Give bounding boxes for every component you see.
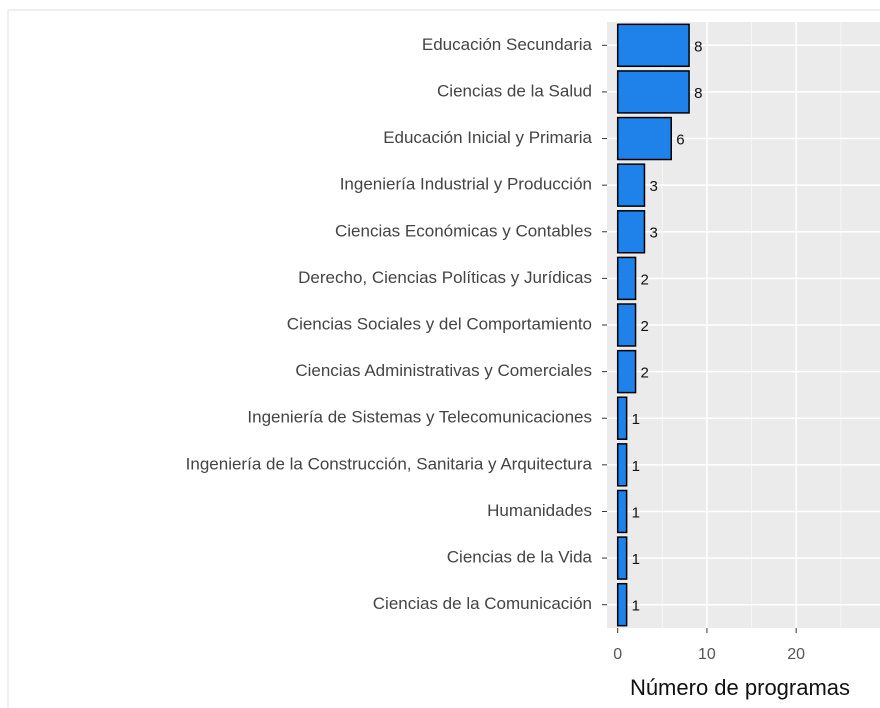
bar [616,536,628,580]
y-tick-label: Ciencias de la Comunicación [373,594,592,613]
bar [616,582,628,627]
value-label: 2 [641,365,649,382]
bar [616,396,628,440]
x-tick-label: 20 [787,646,805,663]
value-label: 1 [632,504,640,521]
bar [616,163,646,207]
bar [616,23,690,68]
bar [616,303,637,347]
value-label: 2 [641,318,649,335]
value-label: 6 [676,132,684,149]
y-tick-label: Ciencias de la Vida [447,548,593,567]
frame [7,9,880,708]
value-label: 3 [649,178,657,195]
value-label: 1 [632,411,640,428]
bar [616,210,646,254]
y-tick-label: Ciencias Sociales y del Comportamiento [287,314,592,333]
bar [616,489,628,534]
bar [616,349,637,394]
value-label: 1 [632,598,640,615]
x-axis-title: Número de programas [630,675,850,700]
y-tick-label: Ciencias de la Salud [437,81,592,100]
value-label: 8 [694,85,702,102]
y-tick-label: Ingeniería Industrial y Producción [340,175,592,194]
value-label: 1 [632,458,640,475]
bar [616,443,628,487]
bar [616,116,672,161]
y-tick-label: Derecho, Ciencias Políticas y Jurídicas [298,268,592,287]
y-tick-label: Ciencias Económicas y Contables [335,221,592,240]
y-tick-label: Humanidades [487,501,592,520]
value-label: 8 [694,38,702,55]
y-tick-label: Educación Inicial y Primaria [383,128,592,147]
y-tick-label: Ingeniería de Sistemas y Telecomunicacio… [247,408,592,427]
x-tick-label: 0 [613,646,622,663]
bar [616,256,637,301]
y-tick-label: Ingeniería de la Construcción, Sanitaria… [186,454,593,473]
value-label: 2 [641,271,649,288]
value-label: 1 [632,551,640,568]
y-tick-label: Educación Secundaria [422,35,593,54]
y-tick-label: Ciencias Administrativas y Comerciales [295,361,592,380]
x-tick-label: 10 [698,646,716,663]
bar [616,70,690,114]
value-label: 3 [649,225,657,242]
